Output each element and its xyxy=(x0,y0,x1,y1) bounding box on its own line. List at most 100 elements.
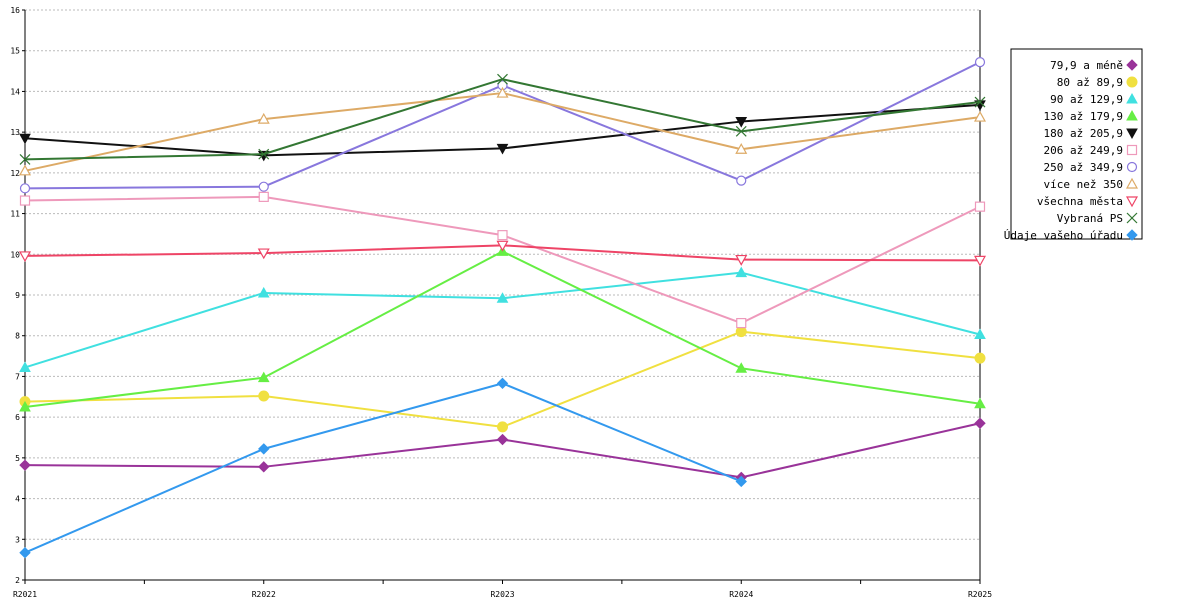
series-line xyxy=(24,271,981,369)
data-point xyxy=(258,461,270,473)
marker-stroke xyxy=(258,148,270,160)
data-point xyxy=(496,240,509,252)
y-tick-label: 15 xyxy=(10,47,20,56)
data-point xyxy=(19,133,31,145)
legend-marker xyxy=(1126,144,1138,156)
data-point xyxy=(974,96,986,108)
data-point xyxy=(735,475,747,488)
legend-label: 79,9 a méně xyxy=(1050,59,1123,72)
data-point xyxy=(257,248,270,260)
x-tick-label: R2024 xyxy=(729,590,753,599)
legend-label: 80 až 89,9 xyxy=(1057,76,1123,89)
legend-label: více než 350 xyxy=(1044,178,1123,191)
data-point xyxy=(19,153,31,165)
data-point xyxy=(735,362,748,373)
y-tick-label: 3 xyxy=(15,535,20,544)
legend-marker xyxy=(1126,109,1138,121)
legend-label: 130 až 179,9 xyxy=(1044,110,1123,123)
series-9 xyxy=(19,73,986,165)
data-point xyxy=(974,352,986,364)
data-point xyxy=(19,195,31,206)
data-point xyxy=(736,175,747,186)
series-5 xyxy=(19,191,986,329)
data-point xyxy=(735,266,748,278)
y-tick-label: 9 xyxy=(15,291,20,300)
data-point xyxy=(258,181,269,192)
legend-label: 180 až 205,9 xyxy=(1044,127,1123,140)
y-tick-label: 6 xyxy=(15,413,20,422)
legend-marker xyxy=(1126,128,1138,140)
marker-stroke xyxy=(1126,212,1138,224)
chart-axes: 2 3 4 5 6 7 8 9 10 11 12 13 14 15 16 R2021 R2022 R2023 R20… xyxy=(10,6,992,599)
data-point xyxy=(974,57,986,68)
data-point xyxy=(257,286,270,298)
y-tick-label: 11 xyxy=(10,210,20,219)
data-point xyxy=(496,86,509,98)
data-point xyxy=(258,390,270,402)
y-tick-label: 12 xyxy=(10,169,20,178)
data-point xyxy=(257,112,270,124)
data-point xyxy=(18,251,32,263)
data-point xyxy=(497,421,508,433)
data-point xyxy=(496,143,509,155)
x-tick-label: R2023 xyxy=(490,590,514,599)
chart-legend: 79,9 a méně 80 až 89,9 90 až 129,9 130 až 1… xyxy=(1004,48,1143,242)
y-tick-label: 8 xyxy=(15,332,20,341)
data-point xyxy=(735,125,747,137)
data-point xyxy=(496,433,509,446)
data-point xyxy=(973,110,987,122)
legend-label: Údaje vašeho úřadu xyxy=(1004,229,1123,242)
data-point xyxy=(496,377,509,390)
data-point xyxy=(19,547,31,559)
legend-label: 250 až 349,9 xyxy=(1044,161,1123,174)
x-tick-label: R2021 xyxy=(13,590,37,599)
legend-label: 206 až 249,9 xyxy=(1044,144,1123,157)
x-tick-label: R2025 xyxy=(968,590,992,599)
series-2 xyxy=(19,266,986,372)
series-line xyxy=(24,382,742,554)
data-point xyxy=(974,201,986,212)
series-8 xyxy=(18,240,987,267)
legend-label: Vybraná PS xyxy=(1057,212,1123,225)
y-tick-label: 2 xyxy=(15,576,20,585)
marker-stroke xyxy=(735,125,747,137)
data-point xyxy=(735,254,748,266)
data-point xyxy=(19,361,31,372)
series-10 xyxy=(19,377,747,559)
data-point xyxy=(258,191,269,202)
data-point xyxy=(18,164,32,176)
legend-marker xyxy=(1126,212,1138,224)
legend-box xyxy=(1010,48,1143,240)
marker-stroke xyxy=(974,96,986,108)
data-point xyxy=(735,143,748,154)
x-tick-label: R2022 xyxy=(252,590,276,599)
data-point xyxy=(973,255,987,267)
legend-marker xyxy=(1126,92,1138,104)
y-tick-label: 5 xyxy=(15,454,20,463)
data-point xyxy=(19,459,31,471)
data-point xyxy=(258,443,270,455)
legend-marker xyxy=(1125,196,1139,208)
legend-marker xyxy=(1126,59,1138,71)
legend-label: všechna města xyxy=(1037,195,1123,208)
series-4 xyxy=(19,100,986,162)
data-point xyxy=(736,317,747,329)
series-6 xyxy=(19,57,986,194)
data-point xyxy=(735,117,748,128)
data-point xyxy=(19,400,31,412)
data-point xyxy=(496,292,509,303)
data-point xyxy=(19,183,31,194)
y-tick-label: 16 xyxy=(10,6,20,15)
legend-marker xyxy=(1126,76,1138,88)
series-1 xyxy=(19,326,986,433)
data-point xyxy=(974,397,986,409)
data-point xyxy=(974,328,986,339)
data-point xyxy=(974,417,986,429)
marker-stroke xyxy=(19,153,31,165)
y-tick-label: 10 xyxy=(10,250,20,259)
series-7 xyxy=(18,86,987,176)
marker-stroke xyxy=(497,73,508,85)
y-tick-label: 4 xyxy=(15,495,20,504)
data-point xyxy=(497,230,508,241)
